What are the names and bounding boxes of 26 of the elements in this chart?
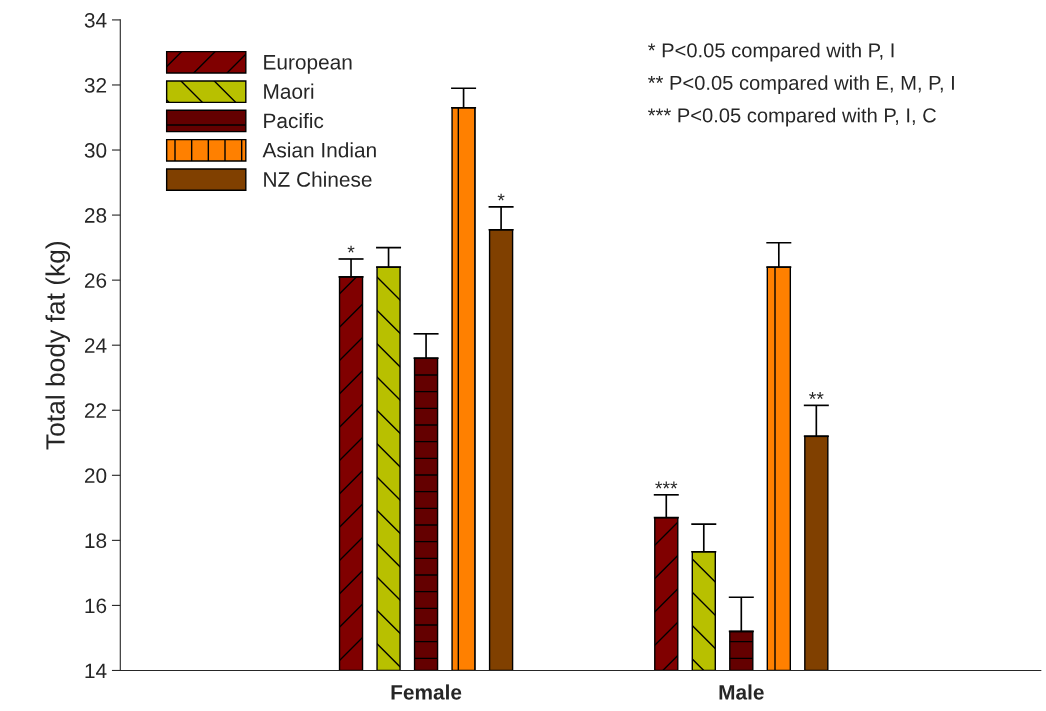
y-axis-title: Total body fat (kg) (45, 241, 71, 450)
y-tick-label: 28 (84, 208, 107, 223)
legend-label: Pacific (264, 112, 324, 129)
legend-label: Asian Indian (262, 142, 376, 158)
y-tick-label: 30 (84, 143, 107, 158)
y-tick-label: 16 (85, 598, 107, 614)
annotation: *** P<0.05 compared with P, I, C (648, 107, 936, 127)
y-tick-label: 34 (84, 12, 107, 28)
legend-label: Maori (264, 83, 314, 99)
y-tick-label: 18 (85, 533, 107, 549)
y-tick-label: 14 (85, 663, 107, 679)
y-tick-label: 24 (84, 338, 107, 353)
y-tick-label: 20 (84, 468, 107, 484)
legend-label: NZ Chinese (264, 171, 372, 187)
annotation: * (497, 193, 505, 201)
x-tick-label: Male (719, 684, 764, 700)
x-tick-label: Female (391, 684, 462, 700)
annotation: ** P<0.05 compared with E, M, P, I (648, 75, 954, 94)
y-tick-label: 32 (84, 77, 107, 93)
annotation: * (347, 245, 355, 253)
annotation: *** (655, 481, 678, 489)
annotation: * P<0.05 compared with P, I (648, 42, 894, 62)
y-tick-label: 26 (84, 273, 107, 288)
y-tick-label: 22 (84, 403, 107, 418)
annotation: ** (809, 392, 824, 399)
legend-label: European (264, 55, 352, 74)
